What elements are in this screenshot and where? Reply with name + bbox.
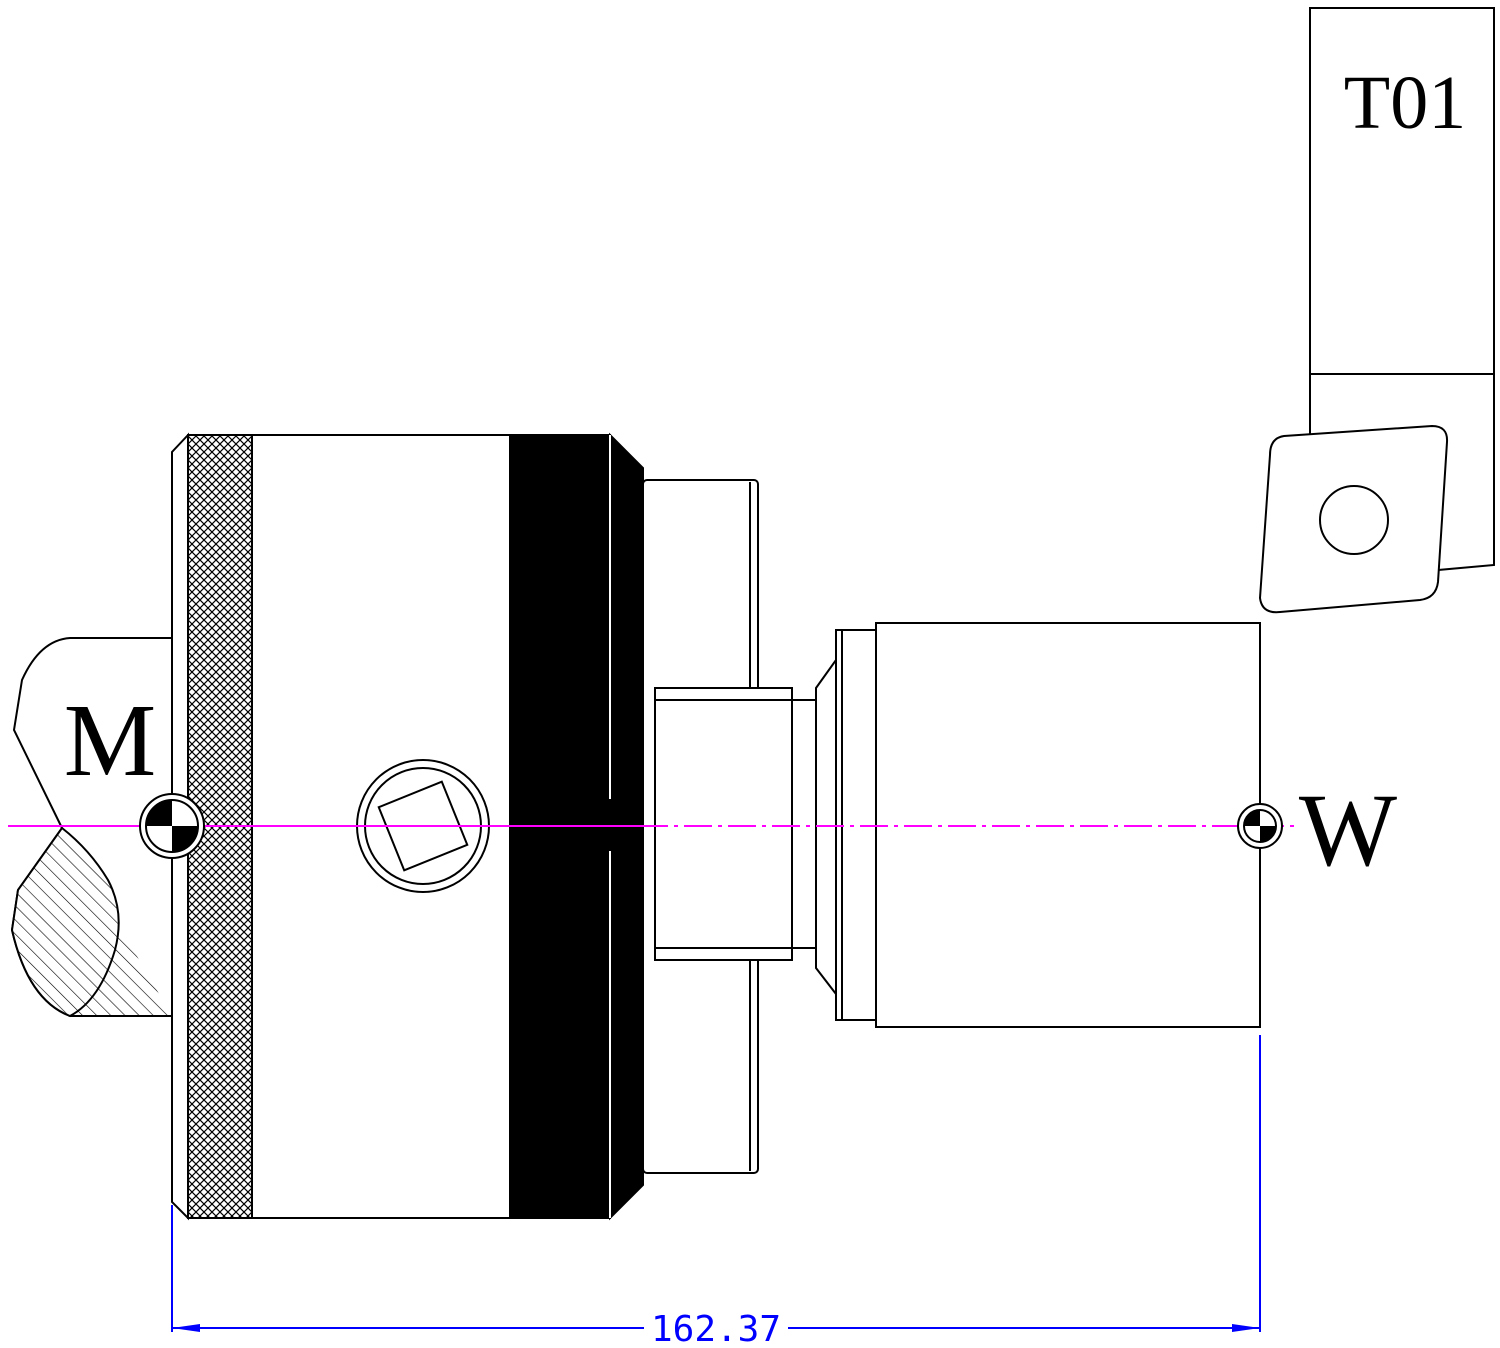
cutting-insert <box>1258 424 1449 614</box>
tool-label: T01 <box>1344 61 1466 145</box>
machine-zero-symbol <box>139 793 205 859</box>
spindle-nose <box>10 637 172 1018</box>
machine-zero-label: M <box>64 683 156 798</box>
dimension-line <box>171 1035 1261 1332</box>
dimension-value: 162.37 <box>651 1309 781 1348</box>
workpiece-zero-symbol <box>1237 803 1283 849</box>
workpiece-zero-label: W <box>1299 773 1397 888</box>
